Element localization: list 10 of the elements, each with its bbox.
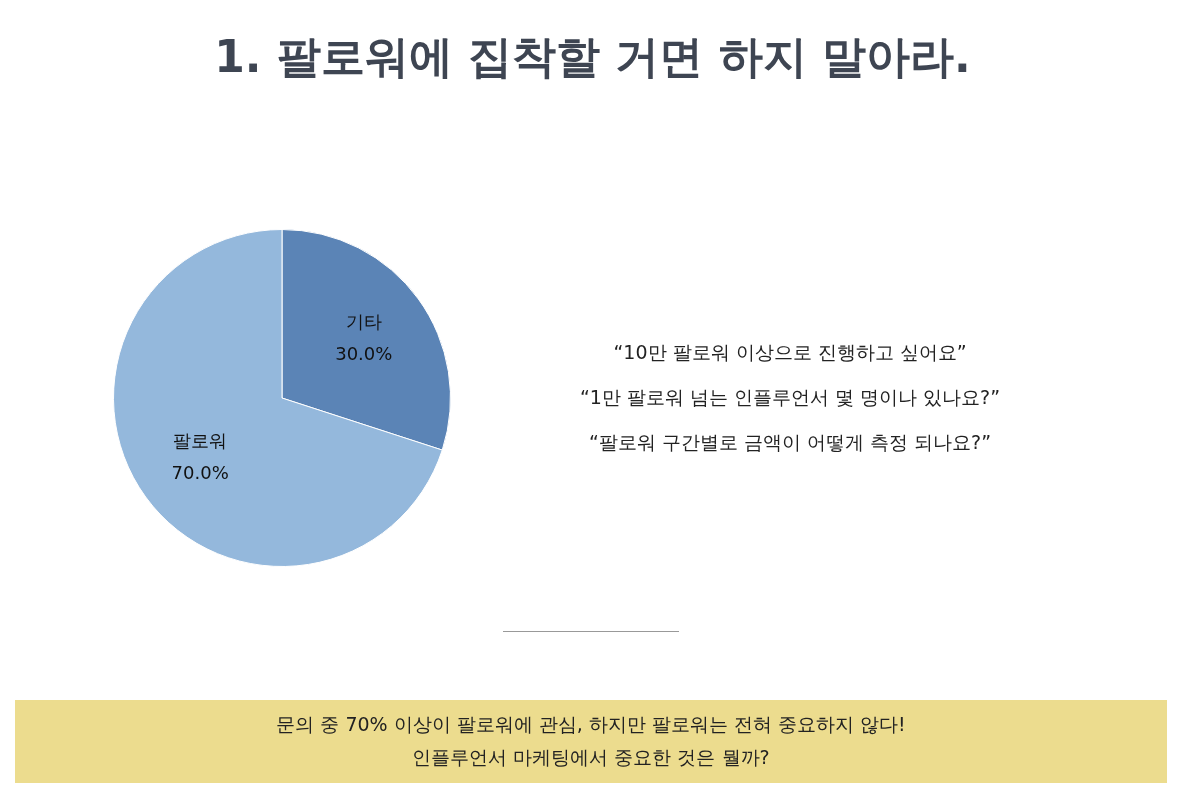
text: 인플루언서 마케팅에서 중요한 것은 뭘까? <box>411 745 771 770</box>
data-label: 30.0% <box>335 343 393 365</box>
text: 1. 팔로워에 집착할 거면 하지 말아라. <box>213 30 972 84</box>
text: “팔로워 구간별로 금액이 어떻게 측정 되나요?” <box>588 430 992 455</box>
text: “1만 팔로워 넘는 인플루언서 몇 명이나 있나요?” <box>578 385 1002 410</box>
slice-label: 팔로워 <box>173 430 228 452</box>
data-label: 70.0% <box>171 462 229 484</box>
text: “10만 팔로워 이상으로 진행하고 싶어요” <box>612 340 968 365</box>
text: 문의 중 70% 이상이 팔로워에 관심, 하지만 팔로워는 전혀 중요하지 않다! <box>275 712 907 737</box>
slice-label: 기타 <box>345 311 382 333</box>
